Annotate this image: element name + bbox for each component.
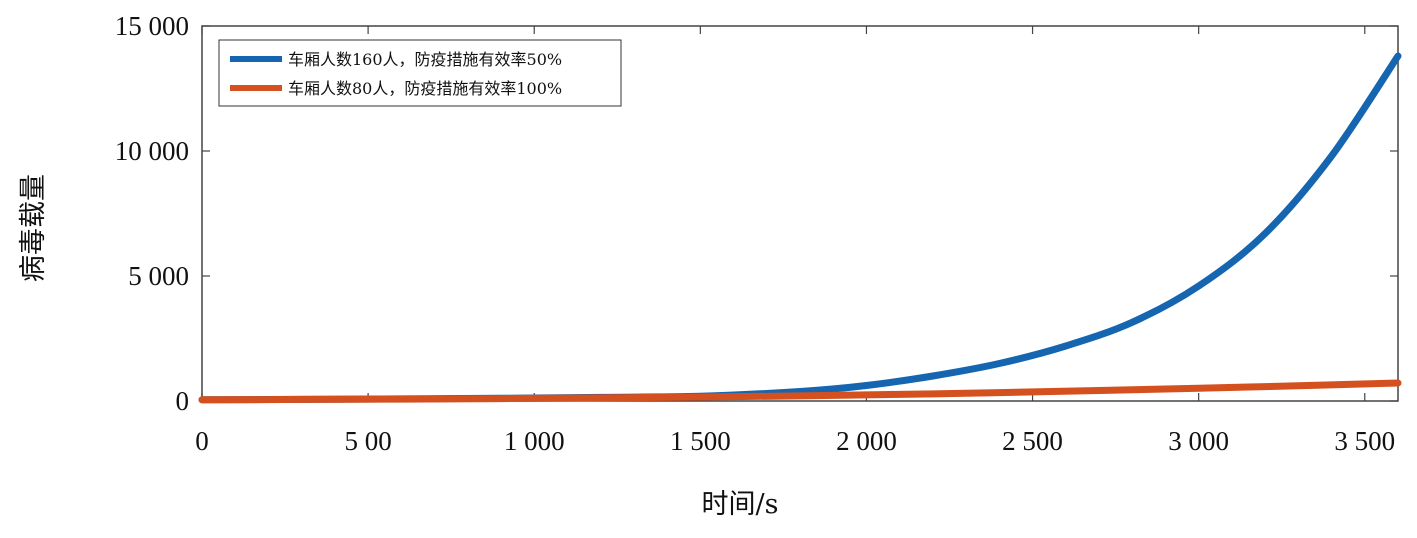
x-tick-label: 2 500 bbox=[1002, 426, 1063, 456]
legend-box bbox=[218, 39, 622, 107]
legend-label-series-1: 车厢人数160人，防疫措施有效率50% bbox=[288, 50, 562, 69]
x-tick-label: 0 bbox=[195, 426, 209, 456]
x-tick-label: 1 500 bbox=[670, 426, 731, 456]
x-tick-label: 5 00 bbox=[344, 426, 391, 456]
x-axis-label: 时间/s bbox=[702, 489, 779, 520]
legend: 车厢人数160人，防疫措施有效率50% 车厢人数80人，防疫措施有效率100% bbox=[218, 39, 622, 107]
x-tick-label: 1 000 bbox=[504, 426, 565, 456]
x-tick-label: 3 500 bbox=[1334, 426, 1395, 456]
x-tick-label: 2 000 bbox=[836, 426, 897, 456]
tick-labels: 0 5 00 1 000 1 500 2 000 2 500 3 000 3 500 0 5 00… bbox=[115, 11, 1395, 456]
series-line-2 bbox=[198, 379, 1402, 404]
y-tick-label: 15 000 bbox=[115, 11, 189, 41]
y-tick-label: 0 bbox=[176, 386, 190, 416]
series-lines bbox=[198, 52, 1402, 404]
legend-label-series-2: 车厢人数80人，防疫措施有效率100% bbox=[288, 79, 562, 98]
x-tick-label: 3 000 bbox=[1168, 426, 1229, 456]
y-tick-label: 10 000 bbox=[115, 136, 189, 166]
y-axis-label: 病毒载量 bbox=[18, 174, 49, 282]
y-tick-label: 5 000 bbox=[128, 261, 189, 291]
